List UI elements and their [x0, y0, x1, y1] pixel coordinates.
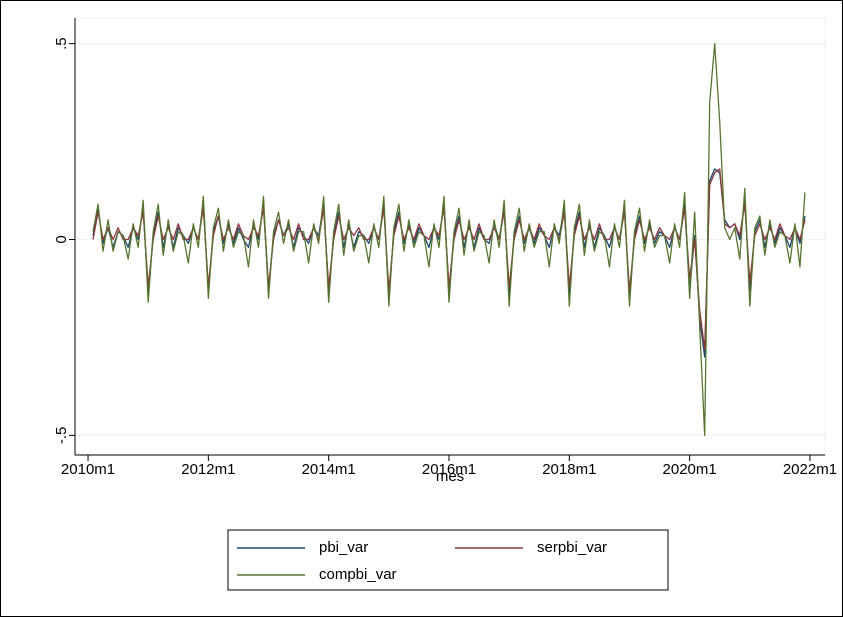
x-tick-label: 2022m1 — [783, 461, 837, 478]
x-tick-label: 2016m1 — [422, 461, 476, 478]
legend-label: compbi_var — [319, 566, 397, 583]
legend-label: pbi_var — [319, 539, 368, 556]
x-tick-label: 2014m1 — [302, 461, 356, 478]
x-tick-label: 2018m1 — [542, 461, 596, 478]
series-line — [92, 42, 806, 437]
x-axis-title: mes — [436, 468, 464, 485]
plot-region — [74, 17, 826, 456]
legend-label: serpbi_var — [537, 539, 607, 556]
y-tick-label: -.5 — [53, 427, 70, 445]
x-tick-label: 2010m1 — [61, 461, 115, 478]
y-tick-label: .5 — [53, 37, 70, 50]
x-tick-label: 2012m1 — [181, 461, 235, 478]
legend — [227, 529, 669, 591]
y-tick-label: 0 — [53, 235, 70, 243]
x-tick-label: 2020m1 — [663, 461, 717, 478]
